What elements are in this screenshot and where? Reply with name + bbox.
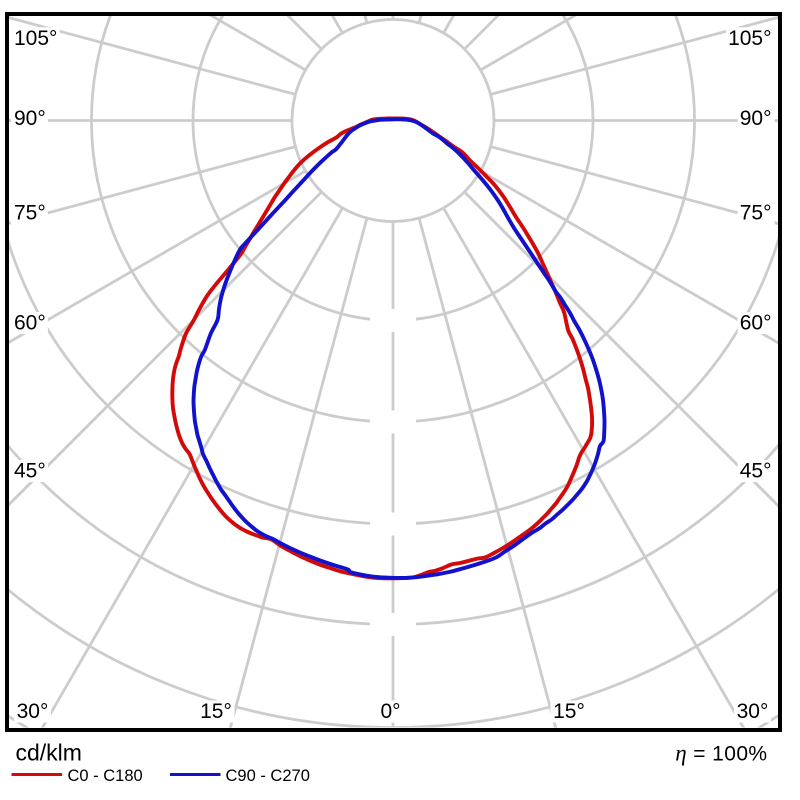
svg-text:15°: 15° (200, 700, 232, 723)
svg-text:0°: 0° (380, 700, 400, 723)
svg-text:60°: 60° (740, 312, 772, 335)
svg-text:105°: 105° (728, 27, 771, 50)
svg-text:60°: 60° (14, 312, 46, 335)
svg-text:cd/klm: cd/klm (16, 740, 82, 766)
svg-text:75°: 75° (740, 202, 772, 225)
svg-text:45°: 45° (14, 460, 46, 483)
svg-text:30°: 30° (17, 700, 49, 723)
svg-text:C0 - C180: C0 - C180 (68, 767, 143, 785)
svg-text:30°: 30° (737, 700, 769, 723)
svg-text:105°: 105° (14, 27, 57, 50)
svg-text:η = 100%: η = 100% (675, 740, 767, 765)
svg-text:90°: 90° (14, 107, 46, 130)
svg-text:15°: 15° (553, 700, 585, 723)
svg-text:45°: 45° (740, 460, 772, 483)
svg-text:75°: 75° (14, 202, 46, 225)
svg-text:90°: 90° (740, 107, 772, 130)
svg-text:C90 - C270: C90 - C270 (226, 767, 310, 785)
